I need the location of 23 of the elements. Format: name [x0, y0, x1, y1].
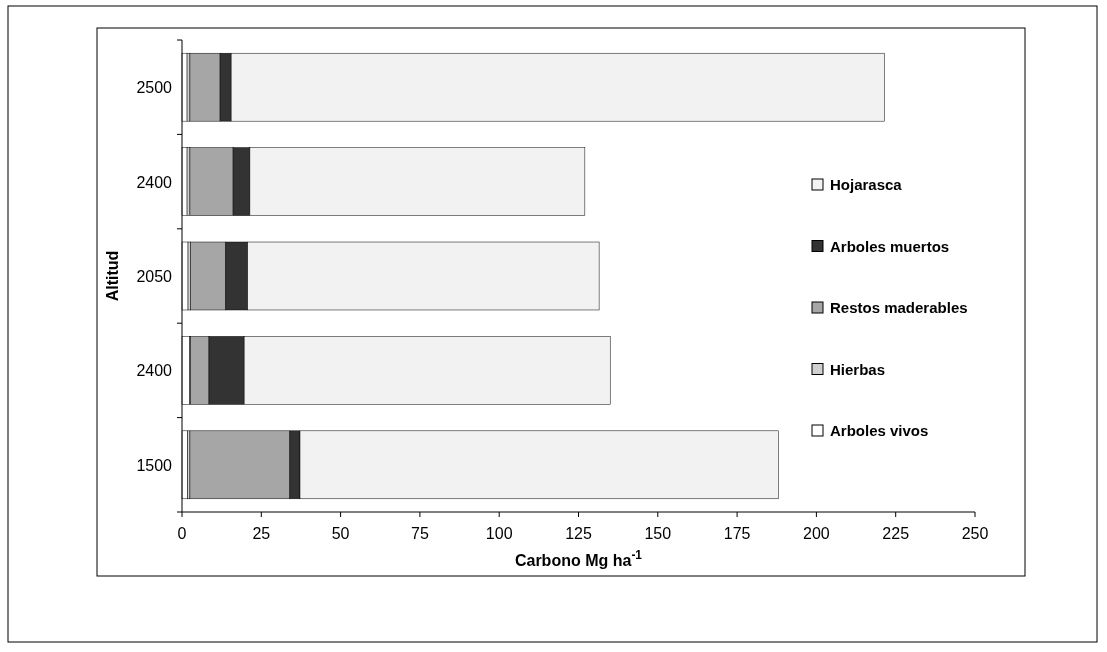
x-tick-label: 125	[565, 525, 592, 542]
y-tick-label: 2500	[136, 79, 173, 97]
x-tick-label: 250	[961, 525, 989, 542]
x-tick-label: 75	[411, 525, 429, 542]
y-tick-label: 1500	[136, 456, 173, 474]
x-tick-label: 150	[644, 525, 672, 542]
x-tick-label: 175	[723, 525, 751, 542]
y-tick-label: 2400	[136, 362, 173, 380]
x-tick-label: 50	[331, 525, 350, 542]
legend-label: Arboles vivos	[830, 422, 929, 439]
x-tick-label: 25	[252, 525, 271, 542]
legend-label: Arboles muertos	[830, 237, 950, 255]
x-tick-label: 225	[882, 525, 910, 542]
y-tick-label: 2050	[136, 268, 173, 285]
x-tick-label: 0	[177, 525, 187, 542]
legend-label: Restos maderables	[830, 299, 968, 316]
legend-label: Hierbas	[830, 360, 886, 378]
x-tick-label: 200	[803, 525, 830, 542]
y-axis-title: Altitud	[104, 250, 121, 302]
x-axis-title: Carbono Mg ha$^{-1}$	[514, 548, 643, 569]
x-tick-label: 100	[485, 525, 513, 542]
y-tick-label: 2400	[136, 173, 173, 191]
legend-label: Hojarasca	[830, 176, 903, 193]
